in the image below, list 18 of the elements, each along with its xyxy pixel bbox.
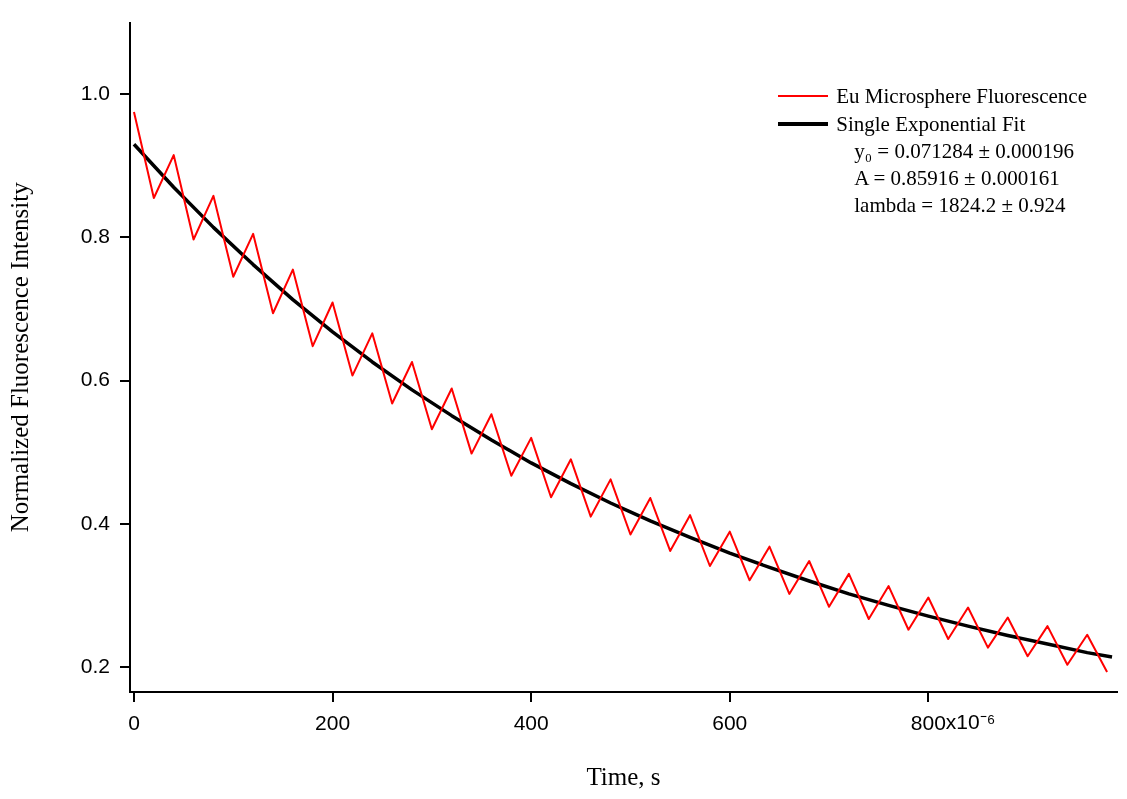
annotation: A = 0.85916 ± 0.000161: [853, 165, 1061, 192]
y-tick-label: 0.6: [80, 367, 110, 391]
x-tick-label: 0: [128, 711, 140, 735]
y-tick-label: 0.8: [80, 224, 110, 248]
y-tick-label: 0.2: [80, 653, 110, 677]
legend-label: Single Exponential Fit: [836, 111, 1026, 138]
text: x10⁻⁶: [945, 709, 996, 733]
x-tick-label: 200: [315, 711, 351, 735]
x-axis-title: Time, s: [586, 762, 661, 790]
legend-label: Eu Microsphere Fluorescence: [836, 83, 1087, 110]
annotation: lambda = 1824.2 ± 0.924: [853, 192, 1067, 219]
y-axis-title: Normalized Fluorescence Intensity: [5, 181, 33, 533]
y-tick-label: 1.0: [80, 80, 110, 104]
x-tick-label: 400: [513, 711, 549, 735]
annotation: y₀ = 0.071284 ± 0.000196: [853, 138, 1075, 165]
y-tick-label: 0.4: [80, 510, 111, 534]
x-tick-label: 800: [910, 711, 946, 735]
x-tick-label: 600: [712, 711, 748, 735]
